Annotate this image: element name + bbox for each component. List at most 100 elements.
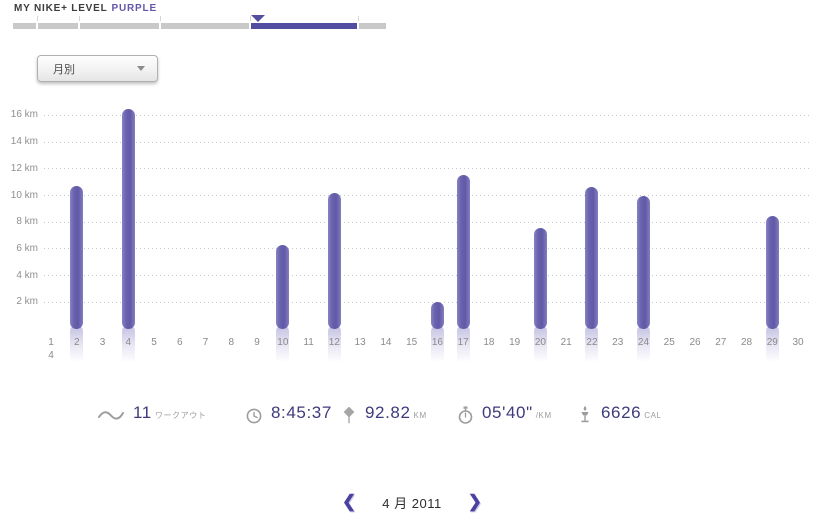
x-axis-label: 20 bbox=[534, 337, 546, 348]
stat-calories: 6626 CAL bbox=[578, 403, 662, 433]
x-axis-label: 28 bbox=[740, 337, 753, 348]
gridline bbox=[44, 301, 812, 303]
bar-day-22[interactable] bbox=[585, 187, 599, 329]
x-axis-label: 4 bbox=[125, 337, 132, 348]
gridline bbox=[44, 195, 812, 196]
x-axis-label: 16 bbox=[431, 337, 443, 348]
period-dropdown[interactable]: 月別 bbox=[37, 55, 158, 82]
y-axis-label: 12 km bbox=[10, 162, 38, 174]
month-pager: ❮ 4 月 2011 ❯ bbox=[0, 490, 824, 514]
x-axis-label: 9 bbox=[254, 337, 260, 348]
stat-workouts: 11 ワークアウト bbox=[98, 403, 206, 433]
bar-day-24[interactable] bbox=[636, 195, 650, 329]
bar-reflection bbox=[585, 325, 599, 369]
bar-day-2[interactable] bbox=[70, 186, 84, 329]
x-axis-label: 14 bbox=[380, 337, 392, 348]
location-pin-icon bbox=[342, 406, 356, 430]
bar-reflection bbox=[430, 325, 444, 369]
chevron-down-icon bbox=[137, 66, 145, 71]
gridline bbox=[44, 114, 812, 116]
level-tick bbox=[358, 16, 359, 21]
x-axis-label: 6 bbox=[177, 337, 183, 348]
x-axis-label: 24 bbox=[637, 337, 650, 348]
x-axis-label: 26 bbox=[689, 337, 701, 348]
bar-day-17[interactable] bbox=[456, 175, 470, 329]
x-axis-label: 23 bbox=[612, 337, 624, 348]
gridline bbox=[44, 168, 812, 170]
activity-wave-icon bbox=[98, 409, 124, 427]
bar-reflection bbox=[533, 325, 547, 369]
y-axis-label: 8 km bbox=[16, 216, 38, 228]
x-axis-label: 13 bbox=[354, 337, 366, 348]
pace-unit: /KM bbox=[535, 411, 552, 420]
level-tick bbox=[250, 16, 251, 21]
x-axis-label: 10 bbox=[277, 337, 289, 348]
level-tick bbox=[37, 16, 38, 21]
x-axis-label: 18 bbox=[483, 337, 495, 348]
stat-duration: 8:45:37 bbox=[246, 403, 335, 433]
bar-chart: 16 km 14 km 12 km 10 km 8 km 6 km 4 km 2 km 1 2 3 4… bbox=[10, 108, 812, 369]
x-axis-label: 25 bbox=[663, 337, 675, 348]
x-axis-label: 11 bbox=[303, 337, 314, 348]
x-axis-label: 27 bbox=[715, 337, 727, 348]
x-axis-label: 21 bbox=[560, 337, 572, 348]
bar-reflection bbox=[327, 325, 341, 369]
x-axis-label: 30 bbox=[792, 337, 804, 348]
bar-day-10[interactable] bbox=[276, 244, 290, 329]
bar-reflection bbox=[121, 325, 135, 369]
x-axis-label: 17 bbox=[457, 337, 469, 348]
current-month-label: 4 月 2011 bbox=[382, 495, 442, 511]
x-axis-label: 22 bbox=[586, 337, 598, 348]
level-header: MY NIKE+ LEVEL PURPLE bbox=[14, 3, 157, 14]
stat-pace: 05'40" /KM bbox=[458, 403, 552, 433]
x-axis-label: 29 bbox=[766, 337, 778, 348]
stopwatch-icon bbox=[458, 406, 473, 430]
level-tick bbox=[160, 16, 161, 21]
gridline bbox=[44, 221, 812, 223]
stat-distance: 92.82 KM bbox=[342, 403, 427, 433]
workouts-unit: ワークアウト bbox=[154, 411, 207, 420]
prev-month-button[interactable]: ❮ bbox=[342, 492, 357, 511]
level-marker-triangle-icon bbox=[251, 15, 265, 22]
distance-unit: KM bbox=[413, 411, 427, 420]
bar-day-29[interactable] bbox=[765, 215, 779, 329]
x-axis-label: 5 bbox=[151, 337, 157, 348]
workouts-value: 11 bbox=[133, 403, 152, 422]
y-axis-label: 10 km bbox=[10, 189, 38, 201]
next-month-button[interactable]: ❯ bbox=[467, 492, 482, 511]
level-progress-bar bbox=[13, 23, 386, 29]
bar-reflection bbox=[276, 325, 290, 369]
bar-reflection bbox=[456, 325, 470, 369]
bar-day-12[interactable] bbox=[327, 192, 341, 329]
level-segment-1 bbox=[13, 23, 36, 29]
level-name: PURPLE bbox=[111, 3, 157, 14]
calories-value: 6626 bbox=[601, 403, 642, 422]
y-axis-label: 6 km bbox=[16, 242, 38, 254]
duration-value: 8:45:37 bbox=[271, 403, 332, 422]
level-segment-3 bbox=[80, 23, 159, 29]
torch-icon bbox=[578, 406, 592, 430]
level-segment-2 bbox=[38, 23, 78, 29]
bar-day-20[interactable] bbox=[533, 227, 547, 329]
level-tick bbox=[79, 16, 80, 21]
x-axis-label: 2 bbox=[73, 337, 80, 348]
x-axis-label: 12 bbox=[328, 337, 340, 348]
y-axis-label: 16 km bbox=[10, 109, 38, 121]
y-axis-label: 2 km bbox=[16, 296, 38, 308]
level-header-title: MY NIKE+ LEVEL bbox=[14, 3, 108, 14]
clock-icon bbox=[246, 408, 262, 429]
bar-day-4[interactable] bbox=[121, 108, 135, 329]
period-dropdown-label: 月別 bbox=[53, 63, 75, 76]
pace-value: 05'40" bbox=[482, 403, 533, 422]
x-axis-month-number: 4 bbox=[48, 350, 54, 361]
bar-reflection bbox=[636, 325, 650, 369]
level-segment-5 bbox=[251, 23, 357, 29]
x-axis-label: 1 bbox=[48, 337, 54, 348]
bar-reflection bbox=[765, 325, 779, 369]
gridline bbox=[44, 141, 812, 143]
x-axis-label: 15 bbox=[406, 337, 418, 348]
gridline bbox=[44, 248, 812, 250]
bar-day-16[interactable] bbox=[430, 302, 444, 329]
calories-unit: CAL bbox=[644, 411, 662, 420]
